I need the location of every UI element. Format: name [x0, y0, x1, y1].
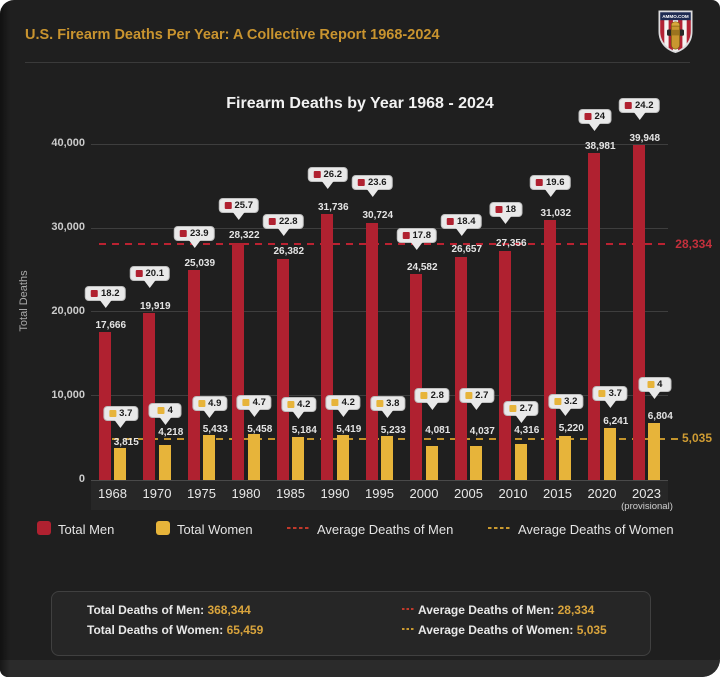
- svg-text:AMMO.COM: AMMO.COM: [662, 14, 689, 19]
